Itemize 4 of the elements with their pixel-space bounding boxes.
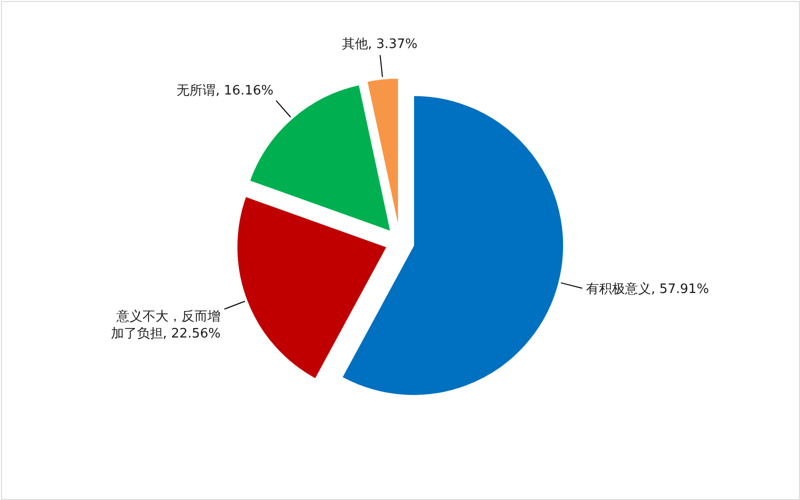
slice-label: 无所谓, 16.16% (176, 84, 274, 99)
slice-label: 有积极意义, 57.91% (586, 282, 709, 298)
slice-label: 意义不大，反而增加了负担, 22.56% (110, 310, 221, 342)
slice-label: 其他, 3.37% (342, 37, 418, 52)
